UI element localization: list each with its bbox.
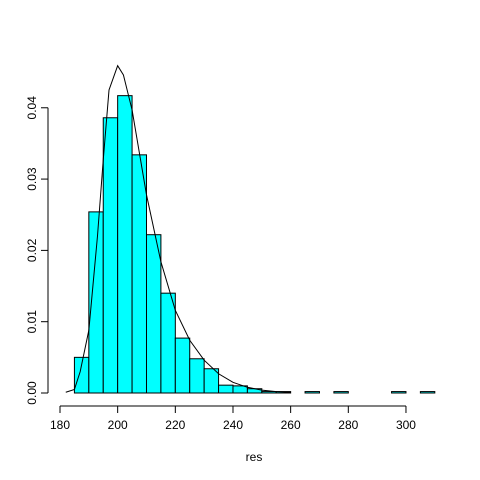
bar	[189, 358, 205, 394]
x-tick-label: 300	[396, 418, 416, 432]
bar	[160, 292, 176, 394]
x-tick-label: 260	[281, 418, 301, 432]
y-tick-label: 0.04	[25, 96, 39, 120]
x-tick-label: 220	[165, 418, 185, 432]
bar	[203, 368, 220, 394]
y-tick-label: 0.03	[25, 167, 39, 191]
bar	[218, 384, 234, 394]
bar	[391, 391, 407, 394]
bar	[117, 95, 133, 394]
x-tick-label: 280	[338, 418, 358, 432]
x-axis-label: res	[246, 450, 263, 464]
bar	[131, 154, 147, 394]
y-tick-label: 0.00	[25, 381, 39, 405]
x-tick-label: 240	[223, 418, 243, 432]
bar	[145, 234, 162, 394]
bar	[333, 391, 349, 394]
density-line	[65, 64, 291, 393]
bar	[304, 391, 320, 394]
x-tick-label: 200	[108, 418, 128, 432]
bar	[174, 337, 191, 394]
bar	[102, 117, 119, 394]
x-tick-label: 180	[50, 418, 70, 432]
bar	[419, 391, 436, 394]
y-tick-label: 0.02	[25, 238, 39, 262]
y-tick-label: 0.01	[25, 310, 39, 334]
